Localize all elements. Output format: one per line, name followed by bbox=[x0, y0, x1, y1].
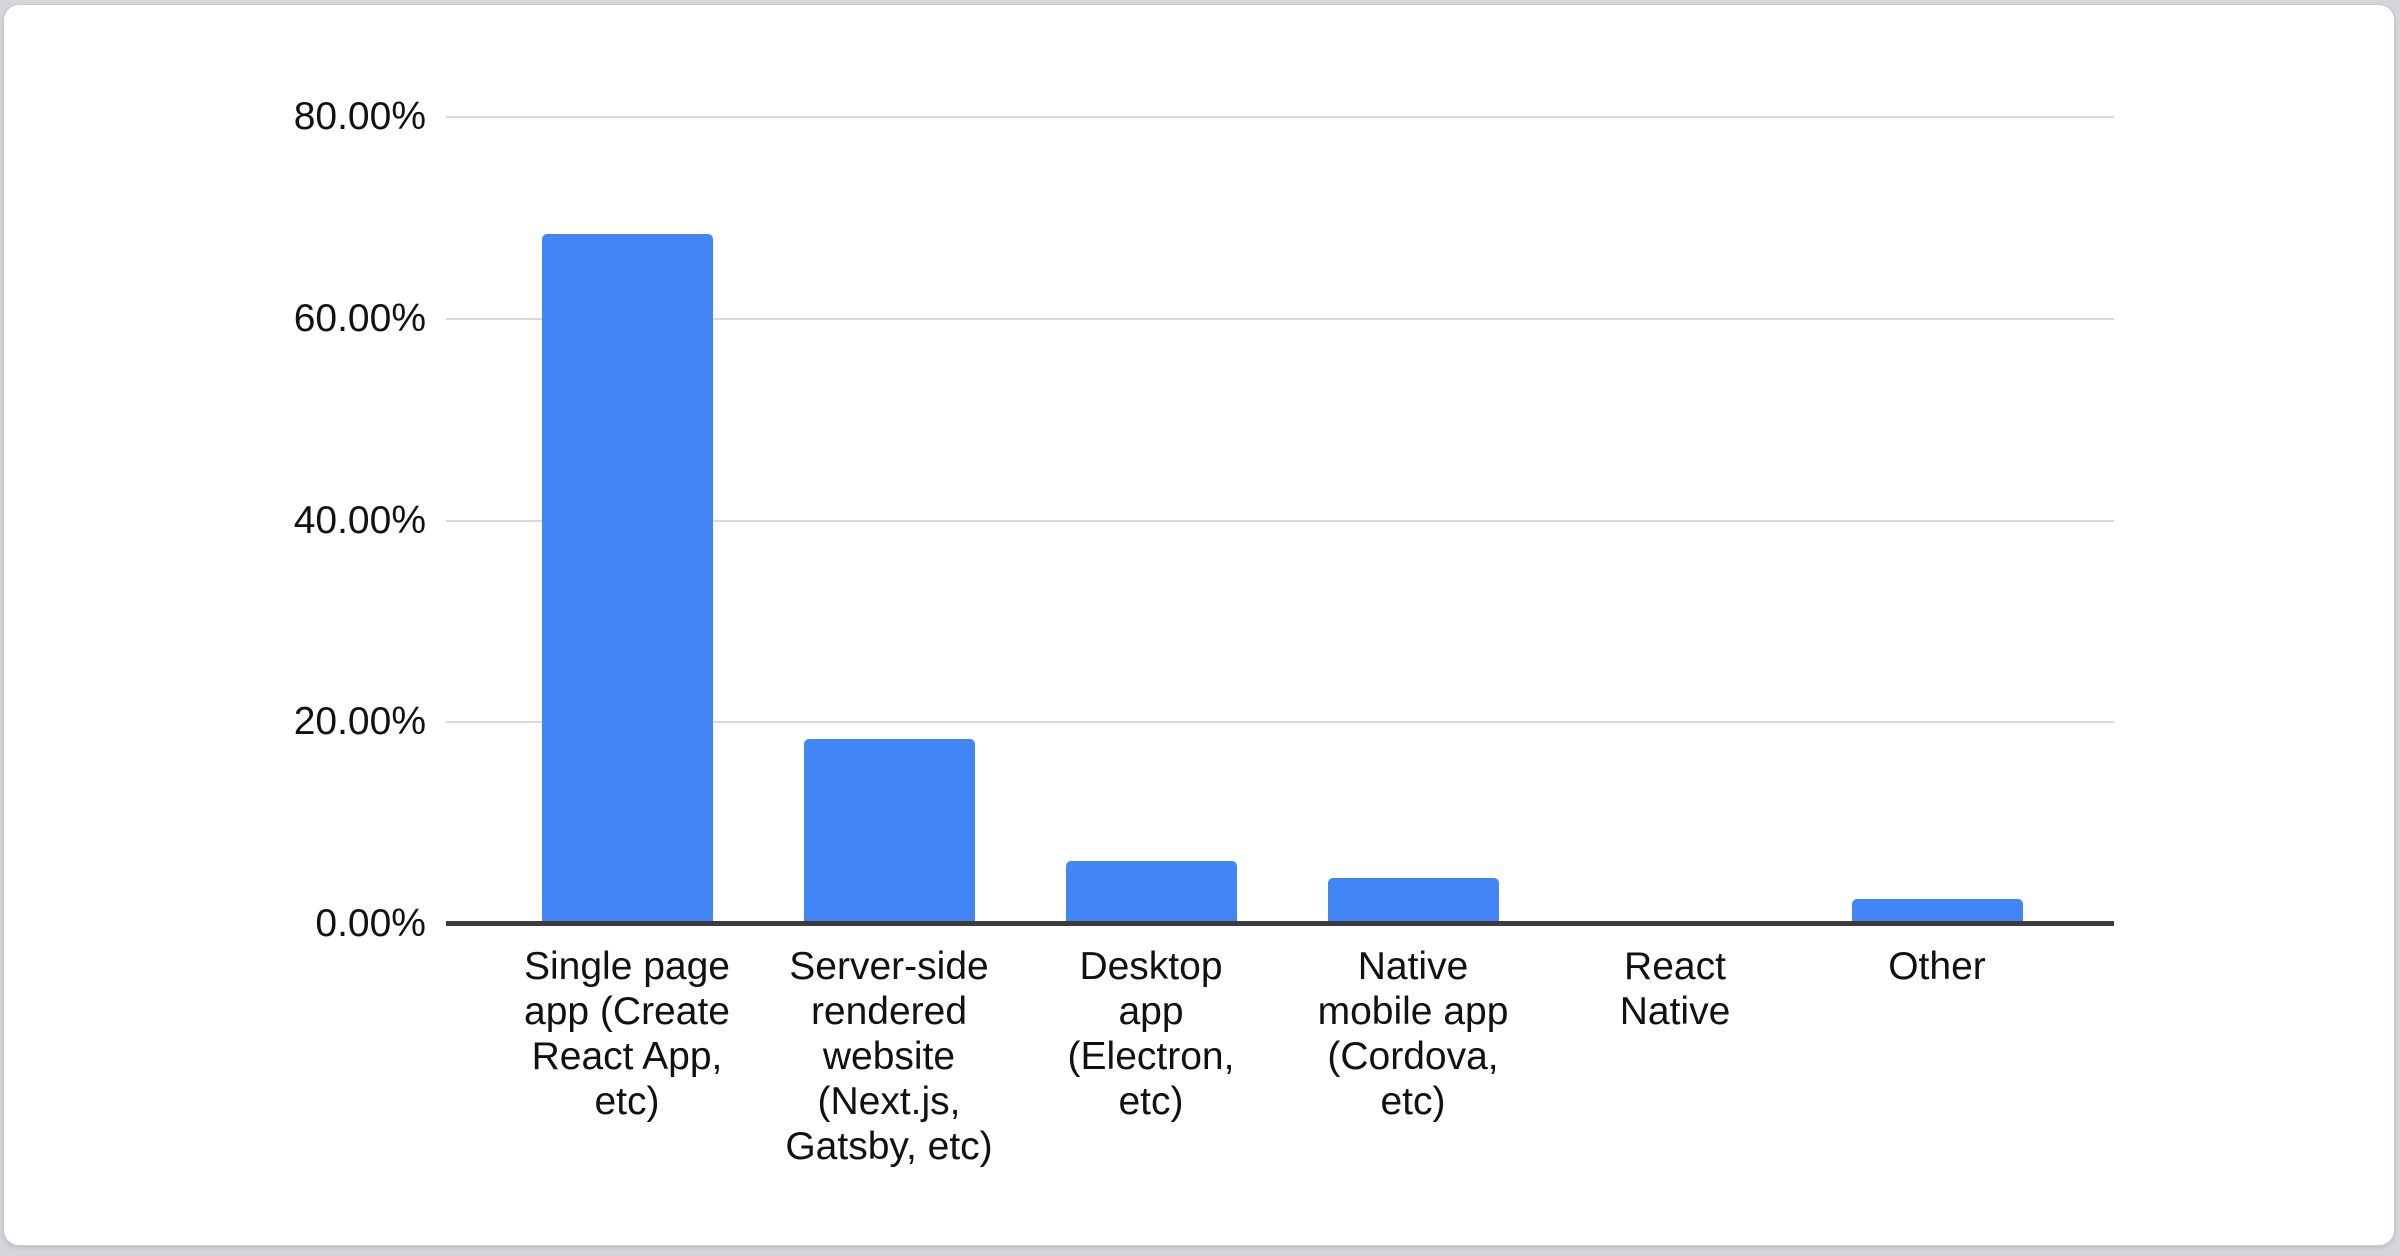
x-axis-label: Server-side rendered website (Next.js, G… bbox=[785, 945, 993, 1168]
x-axis-label: Other bbox=[1888, 945, 1986, 988]
y-tick-label: 0.00% bbox=[315, 902, 426, 945]
y-tick-label: 80.00% bbox=[293, 95, 426, 138]
x-axis-label: Native mobile app (Cordova, etc) bbox=[1317, 945, 1509, 1123]
gridline-80.00% bbox=[446, 116, 2114, 118]
x-axis-label: React Native bbox=[1619, 945, 1731, 1033]
bar-3 bbox=[1065, 861, 1237, 924]
chart-card: 0.00% 20.00% 40.00% 60.00% 80.00% Single pag… bbox=[3, 4, 2395, 1246]
y-tick-label: 20.00% bbox=[293, 700, 426, 744]
gridline-20.00% bbox=[446, 721, 2114, 724]
x-axis-label: Single page app (Create React App, etc) bbox=[523, 945, 730, 1123]
plot-area bbox=[446, 5, 2114, 1245]
bar-2 bbox=[803, 739, 975, 924]
gridline-60.00% bbox=[446, 317, 2114, 320]
bar-1 bbox=[541, 234, 713, 924]
y-tick-label: 60.00% bbox=[293, 296, 426, 340]
y-tick-label: 40.00% bbox=[293, 498, 426, 542]
gridline-40.00% bbox=[446, 519, 2114, 522]
bar-4 bbox=[1327, 878, 1499, 924]
x-axis-line bbox=[446, 921, 2114, 926]
bar-6 bbox=[1851, 899, 2023, 924]
x-axis-label: Desktop app (Electron, etc) bbox=[1067, 945, 1235, 1123]
